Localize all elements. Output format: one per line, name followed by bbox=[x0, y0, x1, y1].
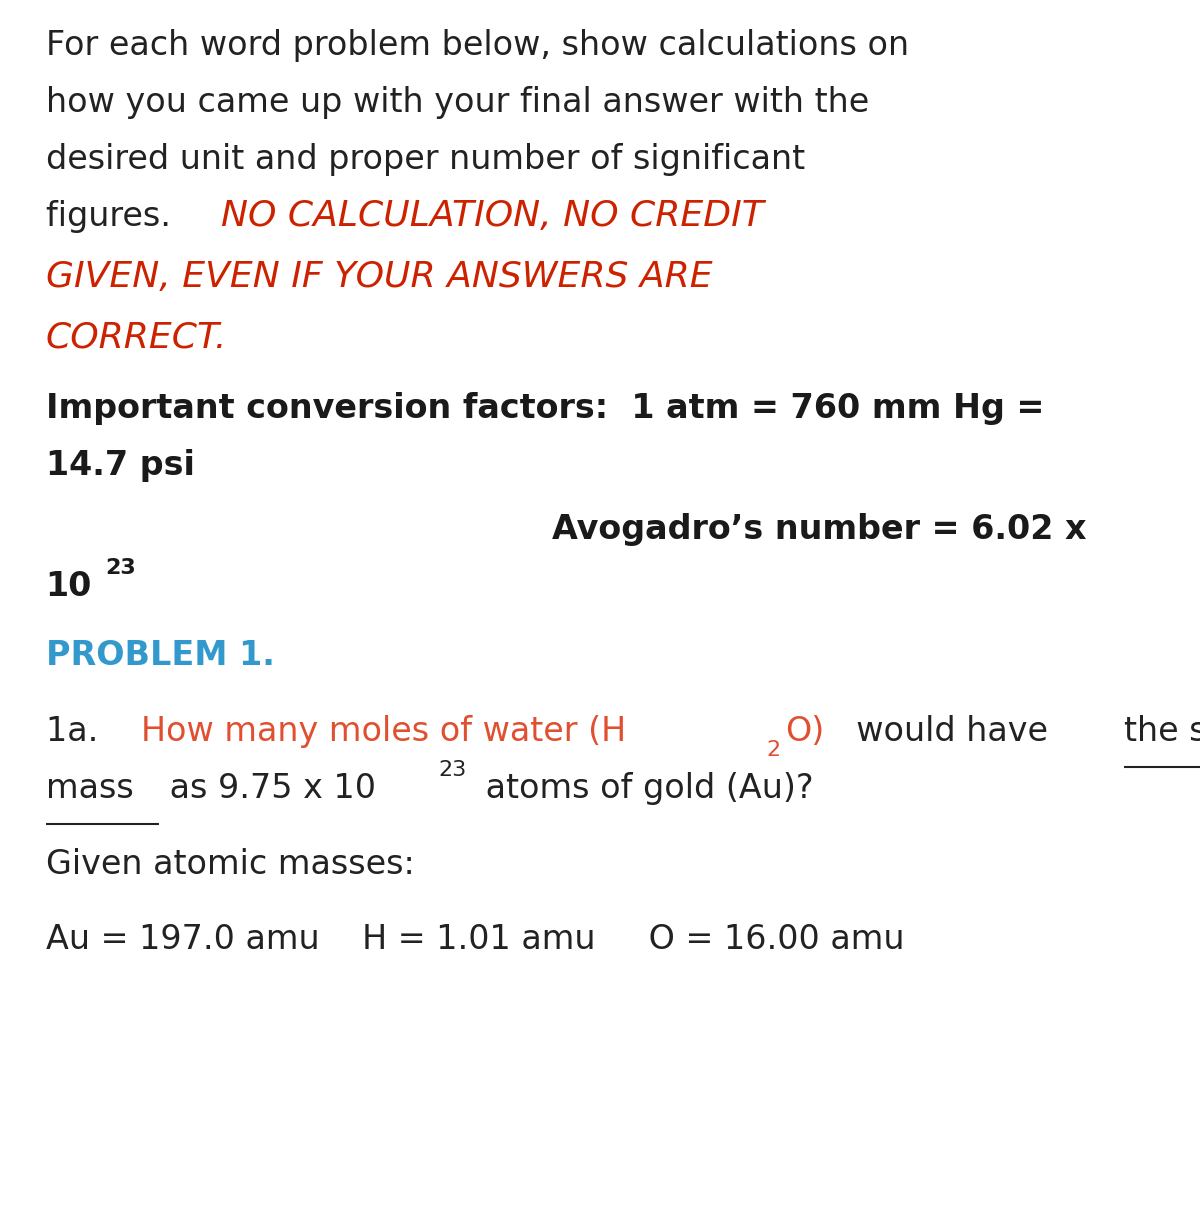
Text: 1a.: 1a. bbox=[46, 715, 119, 748]
Text: figures.: figures. bbox=[46, 200, 181, 233]
Text: 23: 23 bbox=[439, 760, 467, 779]
Text: GIVEN, EVEN IF YOUR ANSWERS ARE: GIVEN, EVEN IF YOUR ANSWERS ARE bbox=[46, 260, 713, 294]
Text: mass: mass bbox=[46, 772, 133, 805]
Text: the same: the same bbox=[1124, 715, 1200, 748]
Text: How many moles of water (H: How many moles of water (H bbox=[140, 715, 625, 748]
Text: would have: would have bbox=[835, 715, 1060, 748]
Text: as 9.75 x 10: as 9.75 x 10 bbox=[158, 772, 376, 805]
Text: NO CALCULATION, NO CREDIT: NO CALCULATION, NO CREDIT bbox=[221, 199, 763, 233]
Text: Au = 197.0 amu    H = 1.01 amu     O = 16.00 amu: Au = 197.0 amu H = 1.01 amu O = 16.00 am… bbox=[46, 924, 904, 957]
Text: O): O) bbox=[785, 715, 824, 748]
Text: 23: 23 bbox=[106, 558, 136, 578]
Text: PROBLEM 1.: PROBLEM 1. bbox=[46, 640, 286, 673]
Text: For each word problem below, show calculations on: For each word problem below, show calcul… bbox=[46, 29, 908, 62]
Text: Avogadro’s number = 6.02 x: Avogadro’s number = 6.02 x bbox=[552, 514, 1086, 546]
Text: 2: 2 bbox=[767, 741, 781, 760]
Text: desired unit and proper number of significant: desired unit and proper number of signif… bbox=[46, 143, 805, 176]
Text: atoms of gold (Au)?: atoms of gold (Au)? bbox=[475, 772, 814, 805]
Text: CORRECT.: CORRECT. bbox=[46, 320, 227, 354]
Text: 10: 10 bbox=[46, 571, 92, 603]
Text: Important conversion factors:  1 atm = 760 mm Hg =: Important conversion factors: 1 atm = 76… bbox=[46, 392, 1044, 425]
Text: 14.7 psi: 14.7 psi bbox=[46, 449, 194, 482]
Text: Given atomic masses:: Given atomic masses: bbox=[46, 849, 414, 881]
Text: how you came up with your final answer with the: how you came up with your final answer w… bbox=[46, 86, 869, 119]
